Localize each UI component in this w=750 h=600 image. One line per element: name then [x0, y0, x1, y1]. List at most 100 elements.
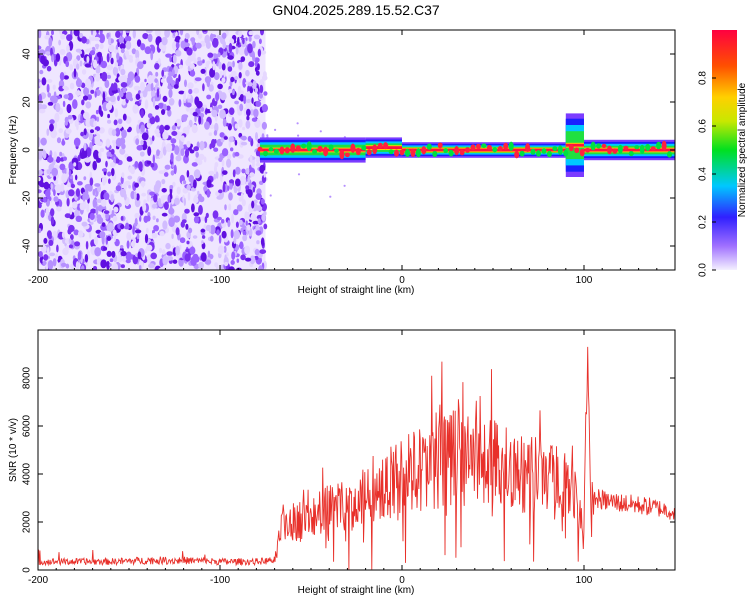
- noise-speckle: [69, 206, 73, 215]
- noise-speckle: [186, 184, 191, 191]
- noise-speckle: [251, 51, 255, 60]
- noise-speckle: [254, 57, 260, 63]
- noise-speckle: [171, 41, 178, 51]
- noise-speckle: [47, 101, 54, 106]
- noise-speckle: [206, 94, 212, 100]
- noise-speckle: [120, 68, 126, 76]
- noise-speckle: [90, 129, 94, 134]
- noise-speckle: [52, 258, 57, 267]
- noise-speckle: [53, 175, 57, 181]
- noise-speckle: [140, 81, 145, 92]
- noise-speckle: [236, 258, 240, 263]
- noise-speckle: [231, 213, 235, 224]
- noise-speckle: [38, 169, 43, 176]
- noise-speckle: [258, 38, 262, 45]
- noise-speckle: [83, 128, 87, 136]
- noise-speckle: [189, 246, 196, 255]
- noise-speckle: [149, 191, 156, 196]
- noise-speckle: [142, 33, 149, 40]
- noise-speckle: [187, 82, 194, 89]
- noise-speckle: [84, 183, 92, 190]
- noise-speckle: [111, 250, 116, 258]
- noise-speckle: [98, 151, 102, 159]
- noise-speckle: [222, 40, 226, 50]
- noise-speckle: [194, 115, 197, 123]
- noise-speckle: [63, 156, 67, 161]
- noise-speckle: [55, 53, 61, 62]
- spectrogram-x-ticks: -200 -100 0 100: [28, 30, 676, 286]
- noise-speckle: [158, 267, 166, 270]
- noise-speckle: [100, 60, 108, 69]
- noise-speckle: [137, 61, 144, 70]
- noise-speckle: [161, 249, 166, 255]
- noise-speckle: [187, 94, 191, 99]
- noise-speckle: [98, 55, 102, 66]
- noise-speckle: [255, 132, 258, 141]
- noise-speckle: [228, 42, 233, 53]
- noise-speckle: [222, 183, 226, 193]
- noise-speckle: [232, 60, 235, 68]
- noise-speckle: [247, 224, 251, 231]
- noise-speckle: [115, 137, 122, 147]
- snr-frame: [37, 329, 676, 571]
- noise-speckle: [91, 136, 95, 147]
- tone-blob: [503, 142, 509, 150]
- noise-speckle: [120, 245, 124, 249]
- noise-speckle: [239, 219, 243, 226]
- spectrogram-y-tick-label: -40: [22, 238, 33, 253]
- colorbar-tick-label: 0.2: [698, 215, 709, 229]
- noise-speckle: [217, 104, 223, 110]
- noise-speckle: [63, 75, 69, 80]
- colorbar-gradient: [712, 30, 737, 270]
- noise-speckle: [209, 124, 215, 129]
- noise-speckle: [147, 74, 154, 84]
- noise-speckle: [168, 71, 173, 78]
- noise-speckle: [222, 170, 228, 176]
- noise-speckle: [129, 97, 133, 102]
- noise-speckle: [175, 227, 180, 236]
- noise-speckle: [157, 58, 161, 66]
- tone-blob: [492, 147, 498, 153]
- noise-speckle: [180, 148, 185, 157]
- noise-speckle: [90, 208, 97, 214]
- noise-speckle: [73, 229, 79, 236]
- tone-blob: [317, 145, 323, 153]
- noise-speckle: [85, 117, 92, 128]
- noise-speckle: [158, 197, 161, 206]
- noise-speckle: [110, 57, 114, 65]
- noise-speckle: [94, 43, 100, 48]
- noise-speckle: [150, 82, 154, 92]
- noise-speckle: [94, 183, 101, 187]
- noise-speckle: [152, 215, 156, 220]
- noise-speckle: [109, 263, 112, 267]
- noise-speckle: [210, 138, 216, 149]
- tone-blob: [399, 149, 405, 156]
- noise-speckle: [297, 173, 301, 176]
- noise-speckle: [245, 69, 250, 77]
- noise-speckle: [109, 52, 112, 59]
- tone-blob: [519, 150, 525, 157]
- tone-blob: [486, 144, 492, 151]
- tone-blob: [568, 144, 574, 152]
- noise-speckle: [251, 97, 254, 104]
- noise-speckle: [140, 124, 145, 133]
- noise-speckle: [46, 65, 52, 72]
- noise-speckle: [255, 162, 261, 167]
- noise-speckle: [109, 162, 116, 168]
- noise-speckle: [229, 181, 233, 190]
- noise-speckle: [141, 132, 149, 141]
- noise-speckle: [95, 109, 99, 115]
- noise-speckle: [259, 92, 263, 99]
- noise-speckle: [144, 78, 147, 83]
- noise-speckle: [178, 74, 181, 82]
- noise-speckle: [144, 233, 149, 244]
- noise-speckle: [227, 220, 231, 228]
- noise-speckle: [193, 146, 199, 152]
- tone-blob: [405, 148, 410, 158]
- tone-blob: [372, 144, 378, 155]
- noise-speckle: [262, 71, 267, 79]
- noise-speckle: [226, 252, 229, 257]
- noise-speckle: [84, 193, 90, 200]
- noise-speckle: [38, 49, 46, 56]
- noise-speckle: [114, 158, 120, 164]
